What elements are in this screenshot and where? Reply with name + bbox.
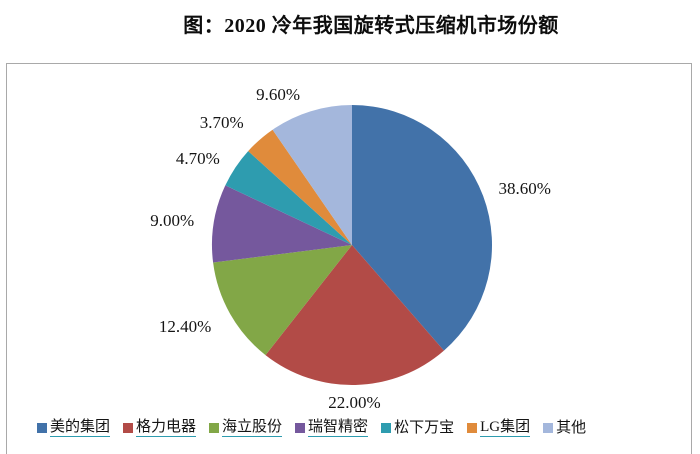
legend-item-美的集团: 美的集团: [37, 419, 111, 438]
data-label-LG集团: 3.70%: [199, 113, 244, 133]
data-label-瑞智精密: 9.00%: [150, 211, 195, 231]
legend-swatch-icon: [209, 423, 220, 434]
data-label-其他: 9.60%: [256, 85, 301, 105]
legend-item-海立股份: 海立股份: [209, 419, 283, 438]
legend-swatch-icon: [123, 423, 134, 434]
legend-label-松下万宝: 松下万宝: [394, 419, 455, 436]
chart-area: 38.60% 22.00% 12.40% 9.00% 4.70% 3.70% 9.60% 美…: [6, 63, 692, 454]
pie-slice-LG集团: [248, 129, 352, 245]
legend-swatch-icon: [467, 423, 478, 434]
legend-item-其他: 其他: [543, 420, 586, 437]
legend-swatch-icon: [37, 423, 47, 434]
legend-label-美的集团[interactable]: 美的集团: [50, 419, 111, 438]
legend-item-LG集团: LG集团: [467, 419, 531, 438]
legend-label-瑞智精密[interactable]: 瑞智精密: [308, 419, 369, 438]
legend-item-松下万宝: 松下万宝: [381, 420, 454, 437]
data-label-海立股份: 12.40%: [158, 316, 212, 336]
pie-slice-美的集团: [352, 105, 493, 351]
pie-chart: [211, 105, 493, 386]
pie-slice-瑞智精密: [211, 185, 352, 263]
chart-title: 图：2020 冷年我国旋转式压缩机市场份额: [183, 15, 559, 37]
pie-slice-其他: [272, 105, 352, 245]
data-label-格力电器: 22.00%: [328, 392, 381, 412]
data-label-美的集团: 38.60%: [498, 178, 551, 198]
legend-item-瑞智精密: 瑞智精密: [295, 419, 369, 438]
legend-swatch-icon: [381, 423, 392, 434]
legend-item-格力电器: 格力电器: [123, 419, 197, 438]
legend-label-格力电器[interactable]: 格力电器: [136, 419, 197, 438]
legend-swatch-icon: [295, 423, 306, 434]
legend-label-海立股份[interactable]: 海立股份: [222, 419, 283, 438]
chart-legend: 美的集团 格力电器 海立股份 瑞智精密 松下万宝 LG集团 其他: [37, 419, 586, 438]
data-label-松下万宝: 4.70%: [175, 149, 220, 169]
pie-slice-格力电器: [265, 245, 444, 386]
legend-swatch-icon: [543, 423, 554, 434]
legend-label-LG集团[interactable]: LG集团: [480, 419, 531, 438]
legend-label-其他: 其他: [556, 419, 587, 436]
pie-slice-海立股份: [213, 245, 352, 356]
pie-slice-松下万宝: [225, 151, 352, 245]
